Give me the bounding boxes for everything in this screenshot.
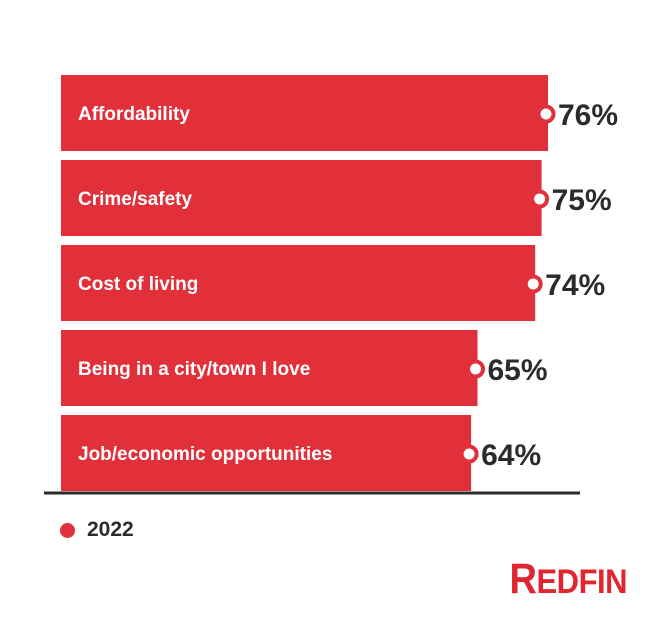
category-label-1: Crime/safety	[78, 189, 192, 210]
value-marker-4	[459, 444, 479, 464]
value-label-0: 76%	[558, 99, 618, 132]
legend: 2022	[60, 516, 134, 544]
category-label-4: Job/economic opportunities	[78, 444, 332, 465]
bar-0	[61, 75, 548, 151]
redfin-logo: REDFIN	[509, 556, 628, 604]
legend-label-2022: 2022	[87, 518, 134, 541]
value-label-2: 74%	[545, 269, 605, 302]
value-marker-2	[523, 274, 543, 294]
bar-3	[61, 330, 478, 406]
value-label-1: 75%	[552, 184, 612, 217]
legend-swatch-2022	[60, 522, 75, 538]
bar-chart: Affordability 76% Crime/safety 75% Cost of l…	[44, 75, 618, 495]
value-marker-1	[530, 189, 550, 209]
bar-4	[61, 415, 472, 491]
category-label-0: Affordability	[78, 104, 190, 125]
value-marker-3	[466, 359, 486, 379]
value-marker-0	[536, 104, 556, 124]
bar-1	[61, 160, 542, 236]
bar-2	[61, 245, 536, 321]
logo-initial: R	[509, 556, 537, 604]
logo-rest: EDFIN	[536, 561, 628, 601]
value-label-4: 64%	[481, 439, 541, 472]
category-label-2: Cost of living	[78, 274, 198, 295]
category-label-3: Being in a city/town I love	[78, 359, 310, 380]
value-label-3: 65%	[488, 354, 548, 387]
